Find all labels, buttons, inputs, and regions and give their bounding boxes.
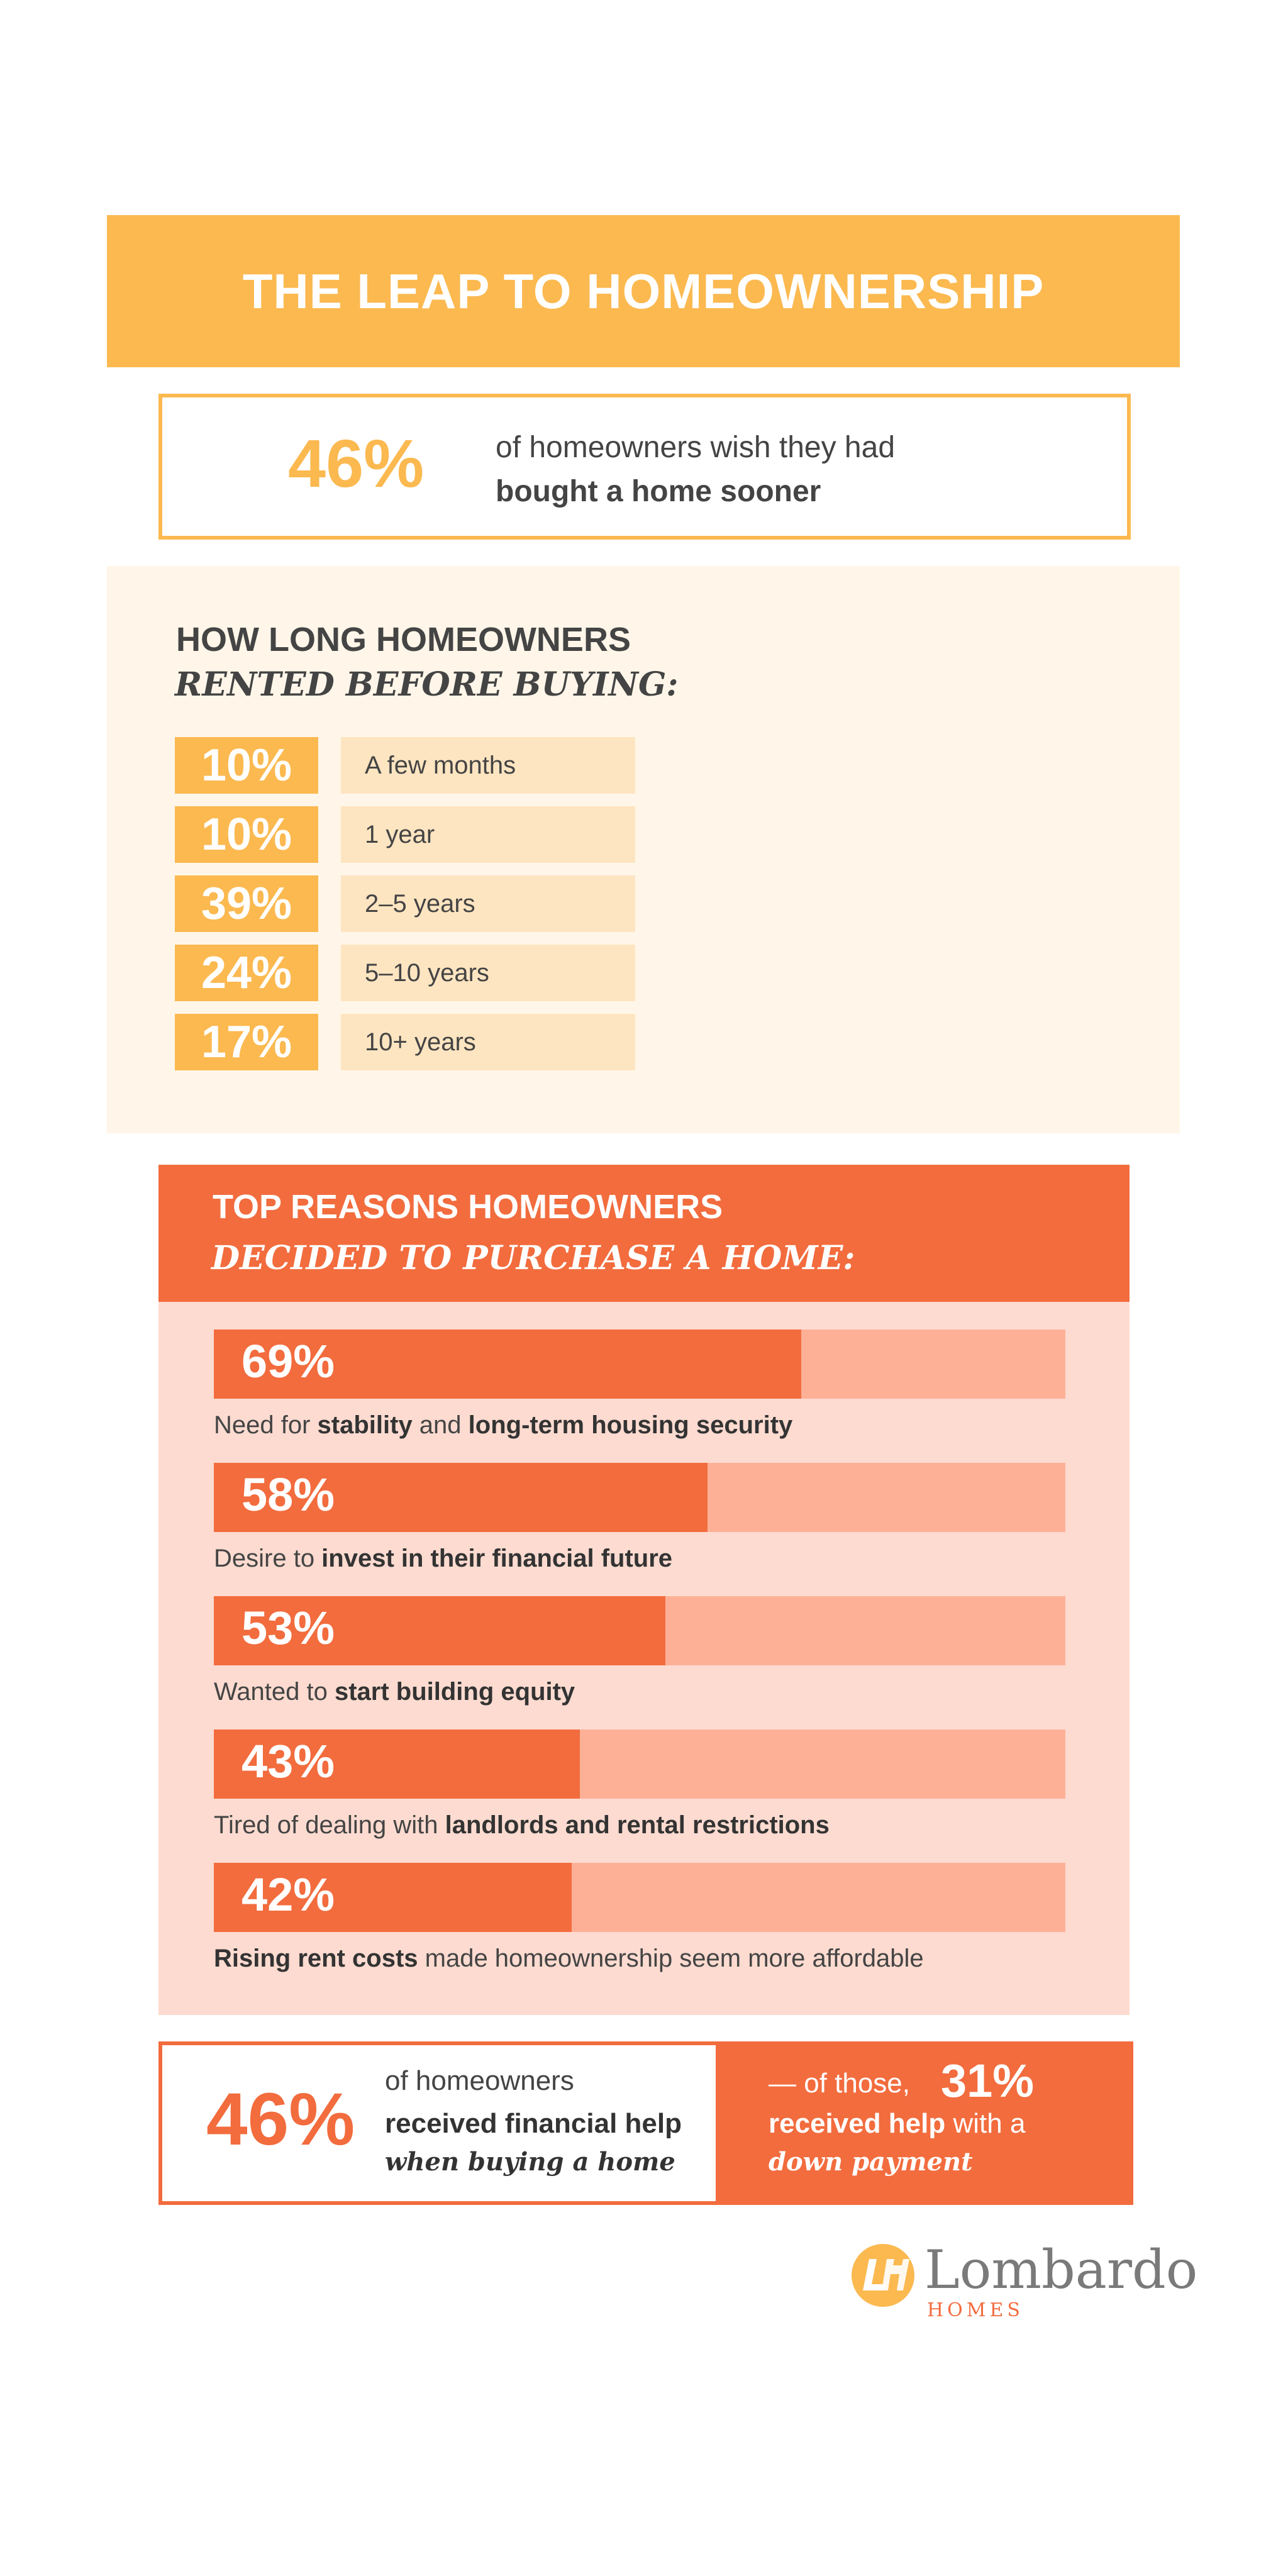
stat-help-right-panel (716, 2041, 1133, 2205)
reason-bar-0 (214, 1330, 801, 1399)
reason-description-3-part-1: landlords and rental restrictions (445, 1811, 830, 1839)
rented-subheading: RENTED BEFORE BUYING: (175, 665, 679, 704)
rented-percent-4: 17% (175, 1014, 318, 1070)
reasons-subheading: DECIDED TO PURCHASE A HOME: (211, 1239, 855, 1277)
rented-label-2: 2–5 years (341, 875, 635, 932)
rented-percent-3: 24% (175, 945, 318, 1001)
reason-description-4: Rising rent costs made homeownership see… (214, 1945, 924, 1973)
stat-help-line2: received financial help (385, 2108, 682, 2139)
logo-subtext: HOMES (927, 2299, 1024, 2321)
reason-description-0-part-3: long-term housing security (468, 1411, 793, 1439)
stat-help-percent: 46% (206, 2078, 355, 2161)
reasons-header (158, 1165, 1130, 1302)
stat-sooner-text: of homeowners wish they had (496, 431, 896, 464)
rented-label-4: 10+ years (341, 1014, 635, 1070)
reason-bar-track-1: 58% (214, 1463, 1065, 1532)
rented-percent-2: 39% (175, 875, 318, 932)
reason-description-0-part-1: stability (317, 1411, 413, 1439)
reason-bar-track-4: 42% (214, 1863, 1065, 1932)
reason-bar-track-2: 53% (214, 1596, 1065, 1665)
reason-bar-label-4: 42% (242, 1868, 335, 1921)
reason-description-1-part-1: invest in their financial future (321, 1545, 673, 1572)
reason-description-4-part-0: Rising rent costs (214, 1945, 418, 1972)
rented-label-3: 5–10 years (341, 945, 635, 1001)
reason-description-2-part-1: start building equity (334, 1678, 575, 1706)
lombardo-logo-icon (852, 2244, 914, 2307)
rented-heading: HOW LONG HOMEOWNERS (176, 621, 631, 658)
reason-bar-label-2: 53% (242, 1602, 335, 1654)
reasons-heading: TOP REASONS HOMEOWNERS (213, 1188, 723, 1226)
reason-bar-2 (214, 1596, 665, 1665)
rented-label-0: A few months (341, 737, 635, 794)
title-banner: THE LEAP TO HOMEOWNERSHIP (107, 215, 1180, 367)
page-title: THE LEAP TO HOMEOWNERSHIP (242, 263, 1045, 319)
stat-box-sooner: 46% of homeowners wish they had bought a… (158, 394, 1131, 540)
reason-description-2: Wanted to start building equity (214, 1678, 575, 1706)
reason-bar-4 (214, 1863, 572, 1932)
reason-bar-label-0: 69% (242, 1335, 335, 1387)
reason-bar-label-1: 58% (242, 1468, 335, 1521)
reason-bar-label-3: 43% (242, 1735, 335, 1787)
reason-bar-3 (214, 1729, 580, 1799)
reason-bar-track-3: 43% (214, 1729, 1065, 1799)
reason-description-0-part-2: and (412, 1411, 469, 1439)
stat-help-line1: of homeowners (385, 2065, 574, 2096)
reason-bar-1 (214, 1463, 708, 1532)
rented-label-1: 1 year (341, 806, 635, 863)
reason-description-2-part-0: Wanted to (214, 1678, 335, 1706)
stat-help-right-line3: down payment (769, 2147, 973, 2177)
rented-percent-1: 10% (175, 806, 318, 863)
reason-description-1: Desire to invest in their financial futu… (214, 1545, 672, 1573)
stat-help-right-prefix: — of those, (769, 2068, 911, 2099)
stat-sooner-percent: 46% (288, 425, 425, 501)
stat-help-line3: when buying a home (385, 2147, 675, 2177)
reason-description-1-part-0: Desire to (214, 1545, 322, 1572)
stat-help-right-percent: 31% (941, 2055, 1035, 2107)
stat-help-right-line2: received help with a (769, 2108, 1025, 2140)
reason-description-3: Tired of dealing with landlords and rent… (214, 1811, 830, 1840)
reason-description-0-part-0: Need for (214, 1411, 318, 1439)
reason-description-4-part-1: made homeownership seem more affordable (418, 1945, 924, 1972)
logo-wordmark: Lombardo (924, 2239, 1198, 2301)
stat-help-right-rest: with a (945, 2108, 1026, 2139)
reason-description-0: Need for stability and long-term housing… (214, 1411, 792, 1440)
reason-description-3-part-0: Tired of dealing with (214, 1811, 445, 1839)
rented-percent-0: 10% (175, 737, 318, 794)
stat-help-right-bold: received help (769, 2108, 946, 2139)
reason-bar-track-0: 69% (214, 1330, 1065, 1399)
stat-sooner-text-bold: bought a home sooner (496, 475, 821, 508)
